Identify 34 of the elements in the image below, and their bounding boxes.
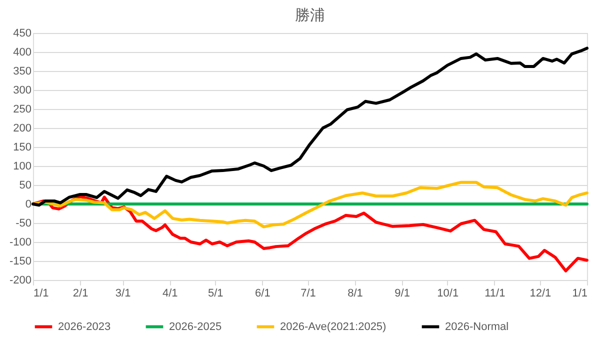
legend-label: 2026-2025	[169, 320, 222, 333]
y-tick-label: 300	[13, 84, 32, 96]
line-series	[32, 46, 588, 207]
y-tick-label: 50	[19, 180, 32, 192]
x-tick-label: 11/1	[484, 288, 506, 300]
legend-label: 2026-2023	[58, 320, 111, 333]
chart-title: 勝浦	[295, 7, 325, 24]
legend-label: 2026-Normal	[445, 320, 509, 333]
x-tick-label: 1/1	[34, 288, 49, 300]
y-tick-label: 150	[13, 142, 32, 154]
x-tick-label: 2/1	[72, 288, 88, 300]
x-tick-label: 6/1	[255, 288, 270, 300]
y-tick-label: 250	[13, 104, 32, 116]
line-series	[32, 180, 588, 228]
x-tick-label: 4/1	[162, 288, 178, 300]
y-tick-label: 350	[13, 66, 32, 78]
y-tick-label: -50	[16, 218, 32, 230]
x-tick-label: 3/1	[115, 288, 131, 300]
x-tick-label: 9/1	[394, 288, 410, 300]
y-tick-label: 200	[13, 122, 32, 134]
y-tick-label: 100	[13, 160, 32, 172]
y-tick-label: -200	[9, 274, 32, 286]
y-tick-label: 400	[13, 46, 32, 58]
x-tick-label: 1/1	[572, 288, 588, 300]
x-tick-label: 7/1	[300, 288, 316, 300]
legend-label: 2026-Ave(2021:2025)	[280, 320, 386, 333]
y-tick-label: 0	[25, 198, 32, 210]
x-tick-label: 10/1	[437, 288, 459, 300]
y-tick-label: -150	[9, 256, 32, 268]
x-tick-label: 5/1	[208, 288, 224, 300]
x-tick-label: 8/1	[348, 288, 363, 300]
x-tick-label: 12/1	[530, 288, 552, 300]
y-tick-label: -100	[9, 236, 32, 248]
y-tick-label: 450	[13, 28, 32, 40]
